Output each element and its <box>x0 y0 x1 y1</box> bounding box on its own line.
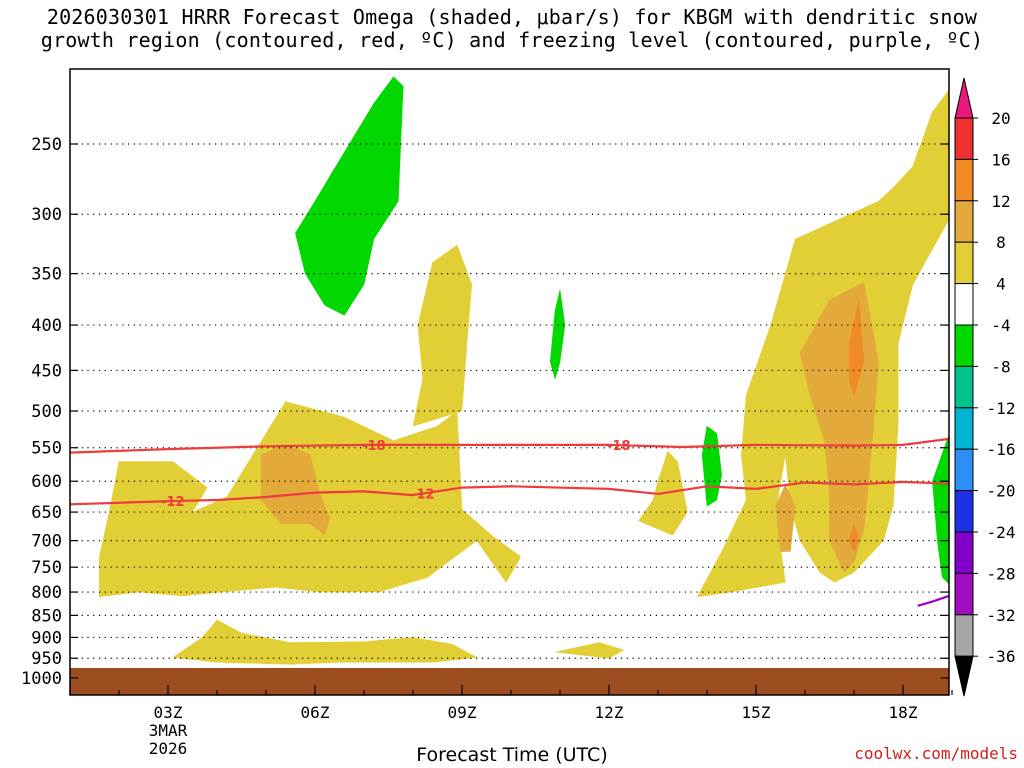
omega-shading-layer <box>99 76 949 665</box>
y-tick-label: 950 <box>31 649 62 669</box>
chart-title-line2: growth region (contoured, red, ºC) and f… <box>40 28 984 52</box>
contour-label: -18 <box>607 439 631 454</box>
colorbar-bin <box>954 531 974 574</box>
y-tick-label: 800 <box>31 583 62 603</box>
x-tick-label: 18Z <box>889 703 918 722</box>
omega-region <box>848 299 865 396</box>
colorbar-bin <box>954 614 974 657</box>
omega-region <box>701 425 722 507</box>
colorbar: 20 16 12 8 4 -4 -8 -12 -16 -20 -24 -28 -32 -36 <box>954 77 1016 697</box>
colorbar-label: 20 <box>991 109 1010 128</box>
colorbar-label: -12 <box>987 399 1016 418</box>
colorbar-label: -20 <box>987 482 1016 501</box>
plot-frame <box>69 68 950 696</box>
y-tick-label: 900 <box>31 628 62 648</box>
colorbar-label: 12 <box>991 192 1010 211</box>
colorbar-label: -28 <box>987 564 1016 583</box>
colorbar-label: -32 <box>987 606 1016 625</box>
contour-freezing-level <box>917 594 949 607</box>
colorbar-bin <box>954 241 974 285</box>
colorbar-bin <box>954 200 974 243</box>
omega-region <box>172 619 477 665</box>
colorbar-bin <box>954 448 974 492</box>
y-tick-label: 500 <box>31 402 62 422</box>
y-tick-label: 300 <box>31 205 62 225</box>
y-axis: 2503003504004505005506006507007508008509… <box>21 135 949 689</box>
contour-label: -12 <box>411 488 435 503</box>
y-tick-label: 700 <box>31 532 62 552</box>
colorbar-top-cap <box>954 77 974 119</box>
colorbar-label: -8 <box>991 357 1010 376</box>
colorbar-bin <box>954 407 974 450</box>
omega-region <box>549 289 566 380</box>
credit-link[interactable]: coolwx.com/models <box>854 744 1018 763</box>
x-tick-year: 2026 <box>149 739 188 758</box>
contour-layer: -18 -18 -12 -12 <box>70 437 949 607</box>
contour-label: -12 <box>161 495 185 510</box>
x-axis-label: Forecast Time (UTC) <box>416 744 608 766</box>
omega-region <box>295 76 404 316</box>
omega-region <box>554 642 624 659</box>
colorbar-label: 8 <box>996 233 1006 252</box>
y-tick-label: 750 <box>31 558 62 578</box>
colorbar-bin <box>954 490 974 533</box>
y-tick-label: 650 <box>31 503 62 523</box>
omega-region <box>775 484 796 552</box>
colorbar-bin <box>954 572 974 616</box>
x-tick-label: 06Z <box>301 703 330 722</box>
x-tick-date: 3MAR <box>149 721 188 740</box>
x-tick-label: 12Z <box>595 703 624 722</box>
y-tick-label: 250 <box>31 135 62 155</box>
y-tick-label: 450 <box>31 361 62 381</box>
contour-dgz-18 <box>70 437 949 454</box>
contour-dgz-12 <box>70 480 949 506</box>
y-tick-label: 850 <box>31 606 62 626</box>
y-tick-label: 400 <box>31 316 62 336</box>
colorbar-bin <box>954 365 974 409</box>
colorbar-bin <box>954 283 974 326</box>
y-tick-label: 1000 <box>21 669 62 689</box>
colorbar-label: 16 <box>991 150 1010 169</box>
colorbar-label: -24 <box>987 523 1016 542</box>
y-tick-label: 550 <box>31 439 62 459</box>
x-tick-label: 09Z <box>448 703 477 722</box>
colorbar-label: 4 <box>996 275 1006 294</box>
x-tick-label: 03Z <box>154 703 183 722</box>
colorbar-bin <box>954 117 974 160</box>
colorbar-bottom-cap <box>954 655 974 697</box>
colorbar-label: -4 <box>991 316 1010 335</box>
colorbar-label: -36 <box>987 647 1016 666</box>
y-tick-label: 350 <box>31 265 62 285</box>
chart-title: 2026030301 HRRR Forecast Omega (shaded, … <box>0 6 1024 52</box>
x-tick-label: 15Z <box>742 703 771 722</box>
omega-region <box>412 244 473 427</box>
colorbar-bin <box>954 158 974 202</box>
ground-surface <box>70 668 949 695</box>
colorbar-label: -16 <box>987 440 1016 459</box>
contour-label: -18 <box>362 439 386 454</box>
y-tick-label: 600 <box>31 472 62 492</box>
chart-title-line1: 2026030301 HRRR Forecast Omega (shaded, … <box>46 5 978 29</box>
omega-region <box>260 443 330 536</box>
colorbar-bin <box>954 324 974 367</box>
